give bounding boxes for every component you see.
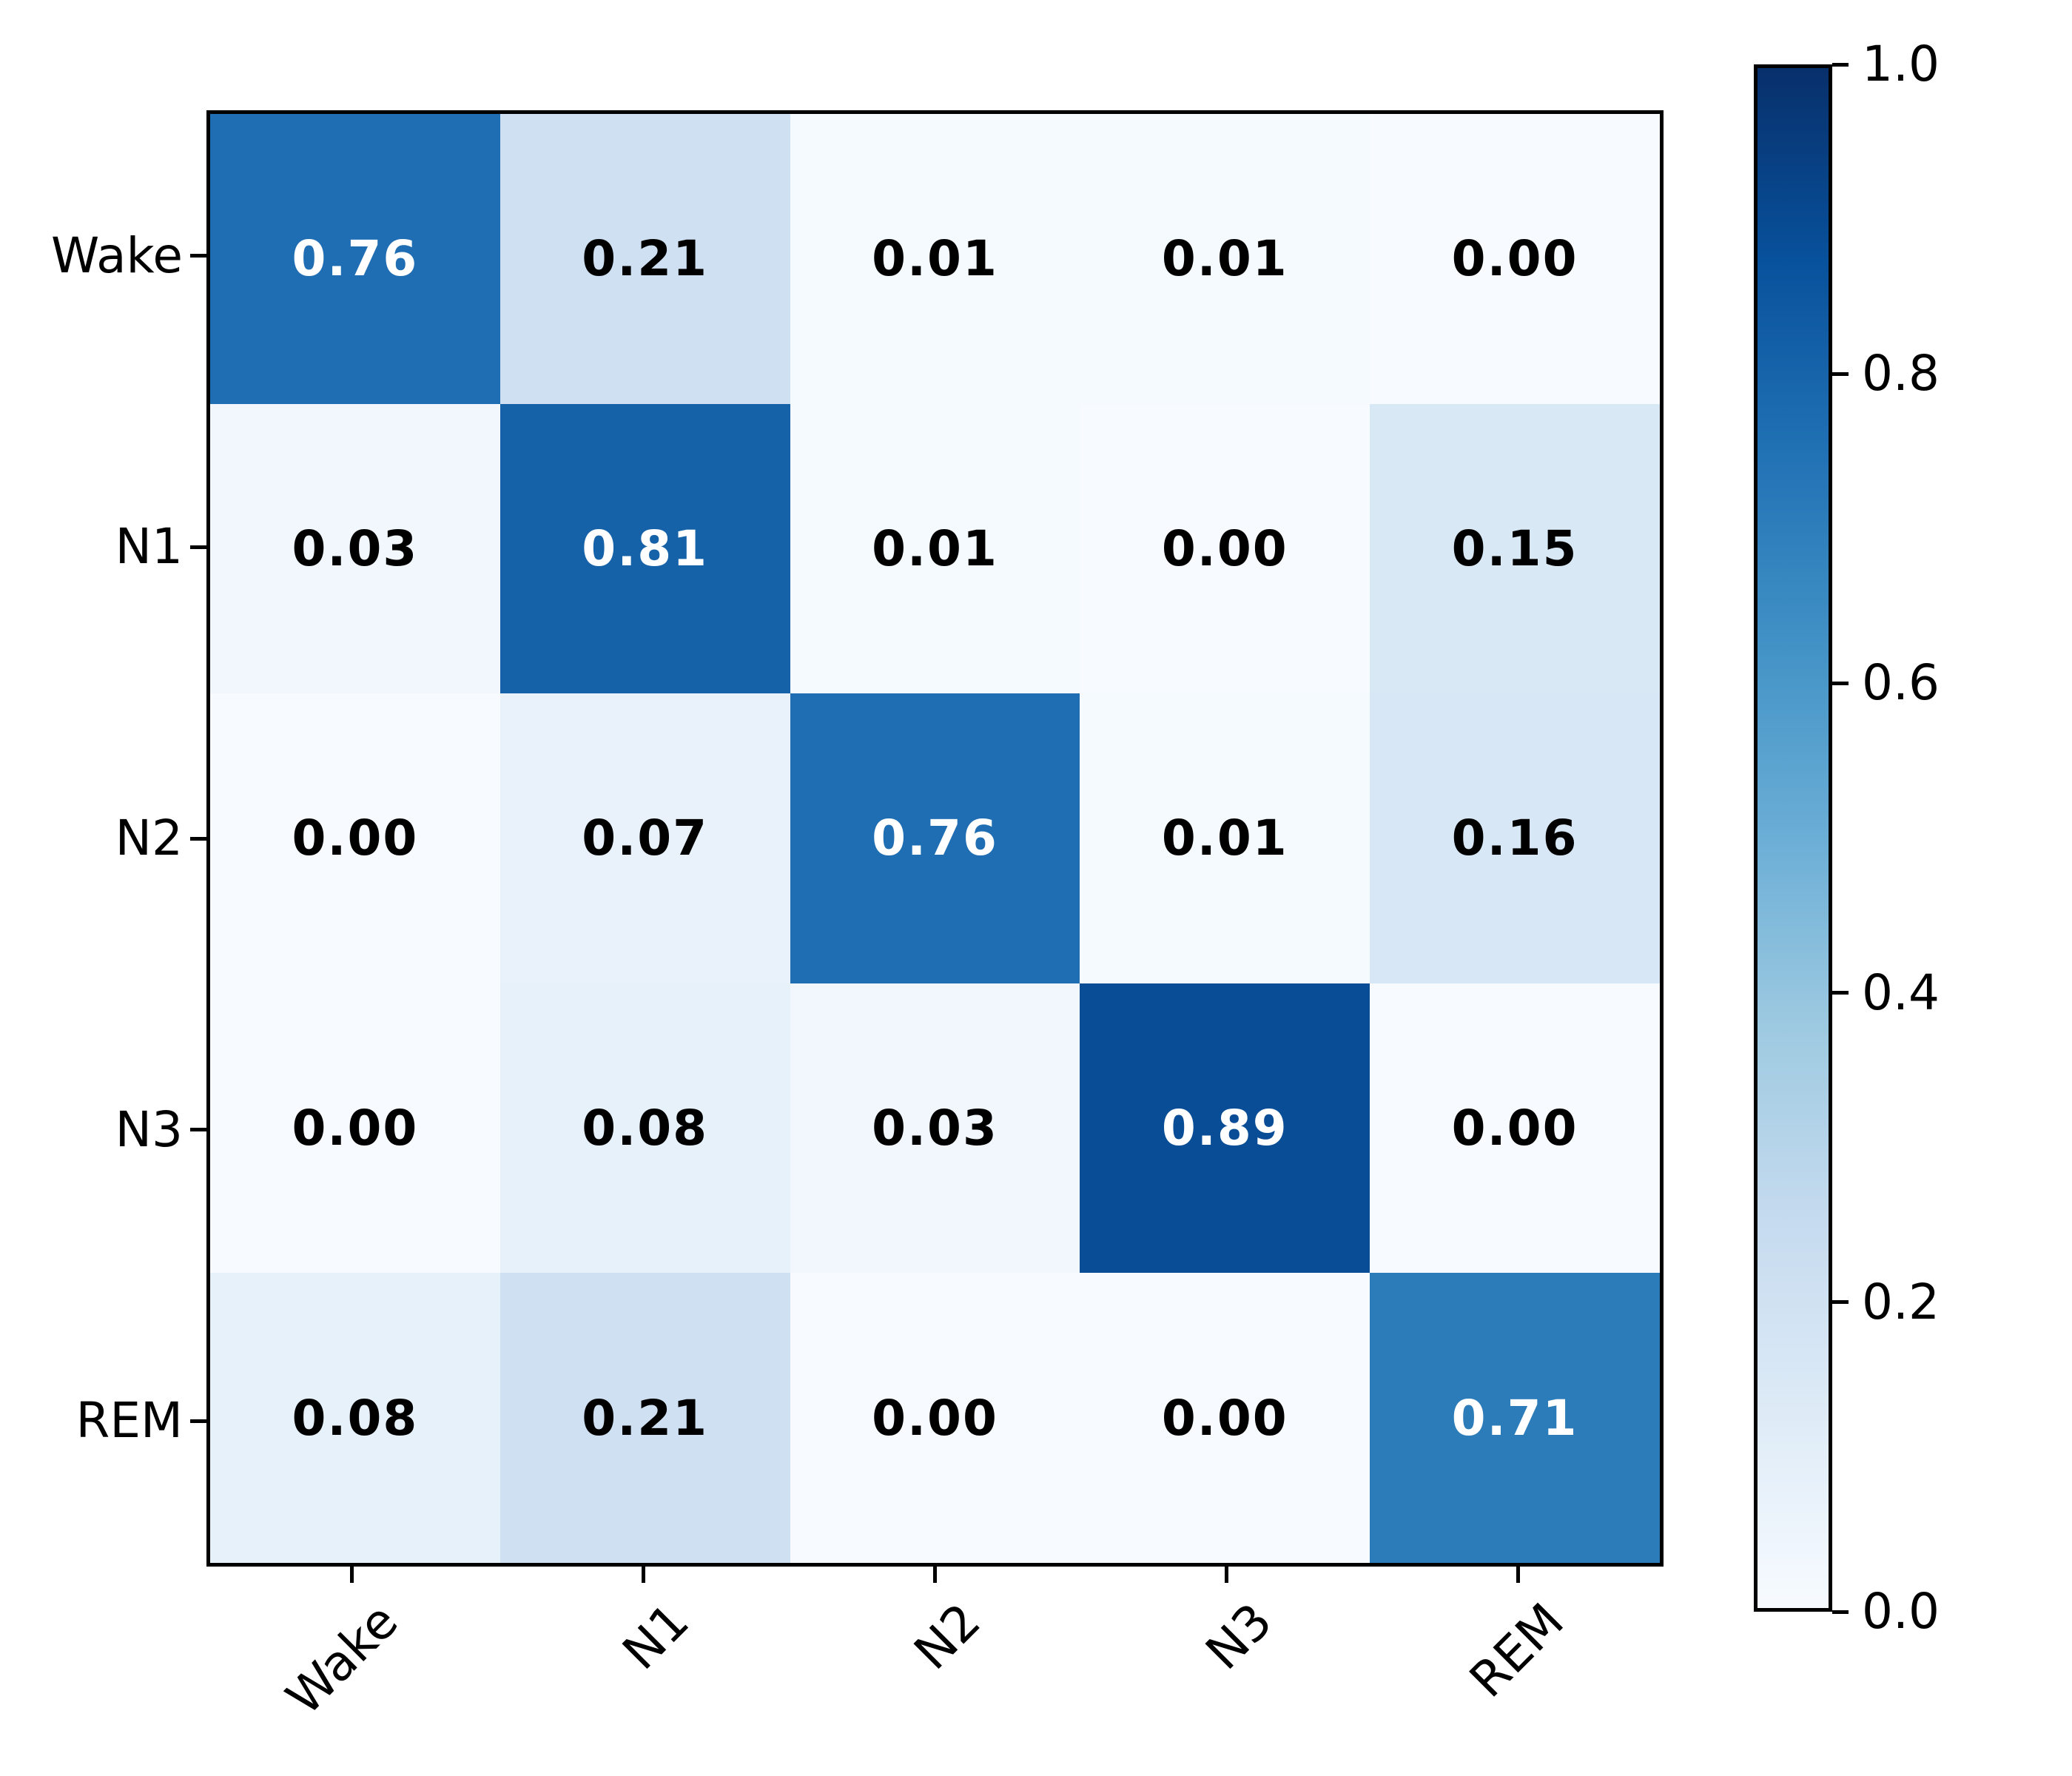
cell-value: 0.01 xyxy=(872,230,998,288)
heatmap-cell-Wake-N2: 0.01 xyxy=(790,114,1080,404)
y-tick-mark xyxy=(190,1128,206,1132)
heatmap-cell-N3-Wake: 0.00 xyxy=(210,983,500,1274)
colorbar-tick-label-0.6: 0.6 xyxy=(1862,654,1940,712)
x-tick-label-REM: REM xyxy=(1458,1592,1575,1709)
y-tick-mark xyxy=(190,1419,206,1423)
heatmap-cell-N2-Wake: 0.00 xyxy=(210,693,500,983)
cell-value: 0.15 xyxy=(1451,519,1578,577)
cell-value: 0.00 xyxy=(292,1100,419,1157)
cell-value: 0.00 xyxy=(1161,519,1288,577)
x-tick-label-N1: N1 xyxy=(612,1592,701,1681)
cell-value: 0.16 xyxy=(1451,810,1578,867)
heatmap-cell-N2-N2: 0.76 xyxy=(790,693,1080,983)
cell-value: 0.89 xyxy=(1161,1100,1288,1157)
cell-value: 0.00 xyxy=(1451,230,1578,288)
x-tick-label-N3: N3 xyxy=(1194,1592,1283,1681)
colorbar-tick-mark xyxy=(1832,1300,1849,1305)
cell-value: 0.00 xyxy=(872,1389,998,1447)
x-tick-mark xyxy=(350,1567,354,1583)
heatmap-cell-N1-N3: 0.00 xyxy=(1080,403,1370,694)
y-tick-label-N2: N2 xyxy=(115,810,183,867)
heatmap-cell-REM-N2: 0.00 xyxy=(790,1273,1080,1563)
heatmap-cell-N2-N3: 0.01 xyxy=(1080,693,1370,983)
heatmap-cell-Wake-Wake: 0.76 xyxy=(210,114,500,404)
cell-value: 0.01 xyxy=(1161,230,1288,288)
cell-value: 0.03 xyxy=(872,1100,998,1157)
colorbar-tick-mark xyxy=(1832,1610,1849,1614)
colorbar-tick-label-0.4: 0.4 xyxy=(1862,963,1940,1021)
cell-value: 0.03 xyxy=(292,519,419,577)
confusion-matrix-heatmap: 0.76 0.21 0.01 0.01 0.00 0.03 0.81 0.01 0.00 0.15… xyxy=(206,110,1664,1567)
heatmap-cell-N1-N1: 0.81 xyxy=(500,403,790,694)
cell-value: 0.00 xyxy=(1451,1100,1578,1157)
x-tick-mark xyxy=(1516,1567,1520,1583)
y-tick-mark xyxy=(190,545,206,549)
colorbar-tick-label-0.0: 0.0 xyxy=(1862,1583,1940,1640)
cell-value: 0.01 xyxy=(872,519,998,577)
colorbar-tick-mark xyxy=(1832,681,1849,685)
heatmap-cell-N1-N2: 0.01 xyxy=(790,403,1080,694)
y-tick-label-REM: REM xyxy=(75,1392,183,1450)
x-tick-mark xyxy=(1224,1567,1228,1583)
heatmap-cell-N3-N2: 0.03 xyxy=(790,983,1080,1274)
cell-value: 0.01 xyxy=(1161,810,1288,867)
colorbar xyxy=(1754,64,1832,1612)
heatmap-cell-N3-N1: 0.08 xyxy=(500,983,790,1274)
heatmap-cell-N1-REM: 0.15 xyxy=(1370,403,1660,694)
y-tick-label-N3: N3 xyxy=(115,1100,183,1158)
heatmap-cell-Wake-N1: 0.21 xyxy=(500,114,790,404)
heatmap-cell-N1-Wake: 0.03 xyxy=(210,403,500,694)
cell-value: 0.07 xyxy=(582,810,709,867)
colorbar-tick-label-1.0: 1.0 xyxy=(1862,36,1940,92)
colorbar-tick-mark xyxy=(1832,991,1849,995)
heatmap-cell-REM-N3: 0.00 xyxy=(1080,1273,1370,1563)
y-tick-label-Wake: Wake xyxy=(51,226,183,284)
x-tick-mark xyxy=(642,1567,646,1583)
heatmap-cell-Wake-N3: 0.01 xyxy=(1080,114,1370,404)
cell-value: 0.08 xyxy=(292,1389,419,1447)
y-tick-label-N1: N1 xyxy=(115,518,183,576)
colorbar-tick-label-0.2: 0.2 xyxy=(1862,1273,1940,1331)
heatmap-cell-N2-REM: 0.16 xyxy=(1370,693,1660,983)
heatmap-cell-REM-REM: 0.71 xyxy=(1370,1273,1660,1563)
heatmap-cell-REM-N1: 0.21 xyxy=(500,1273,790,1563)
heatmap-cell-Wake-REM: 0.00 xyxy=(1370,114,1660,404)
cell-value: 0.76 xyxy=(292,230,419,288)
cell-value: 0.08 xyxy=(582,1100,709,1157)
x-tick-label-N2: N2 xyxy=(903,1592,992,1681)
y-tick-mark xyxy=(190,254,206,258)
cell-value: 0.71 xyxy=(1451,1389,1578,1447)
cell-value: 0.21 xyxy=(582,230,709,288)
x-tick-label-Wake: Wake xyxy=(275,1592,409,1726)
cell-value: 0.81 xyxy=(582,519,709,577)
colorbar-tick-label-0.8: 0.8 xyxy=(1862,345,1940,403)
x-tick-mark xyxy=(933,1567,937,1583)
cell-value: 0.21 xyxy=(582,1389,709,1447)
cell-value: 0.00 xyxy=(292,810,419,867)
heatmap-cell-REM-Wake: 0.08 xyxy=(210,1273,500,1563)
cell-value: 0.00 xyxy=(1161,1389,1288,1447)
cell-value: 0.76 xyxy=(872,810,998,867)
colorbar-tick-mark xyxy=(1832,62,1849,67)
y-tick-mark xyxy=(190,836,206,841)
colorbar-tick-mark xyxy=(1832,371,1849,376)
heatmap-cell-N2-N1: 0.07 xyxy=(500,693,790,983)
heatmap-cell-N3-REM: 0.00 xyxy=(1370,983,1660,1274)
heatmap-cell-N3-N3: 0.89 xyxy=(1080,983,1370,1274)
